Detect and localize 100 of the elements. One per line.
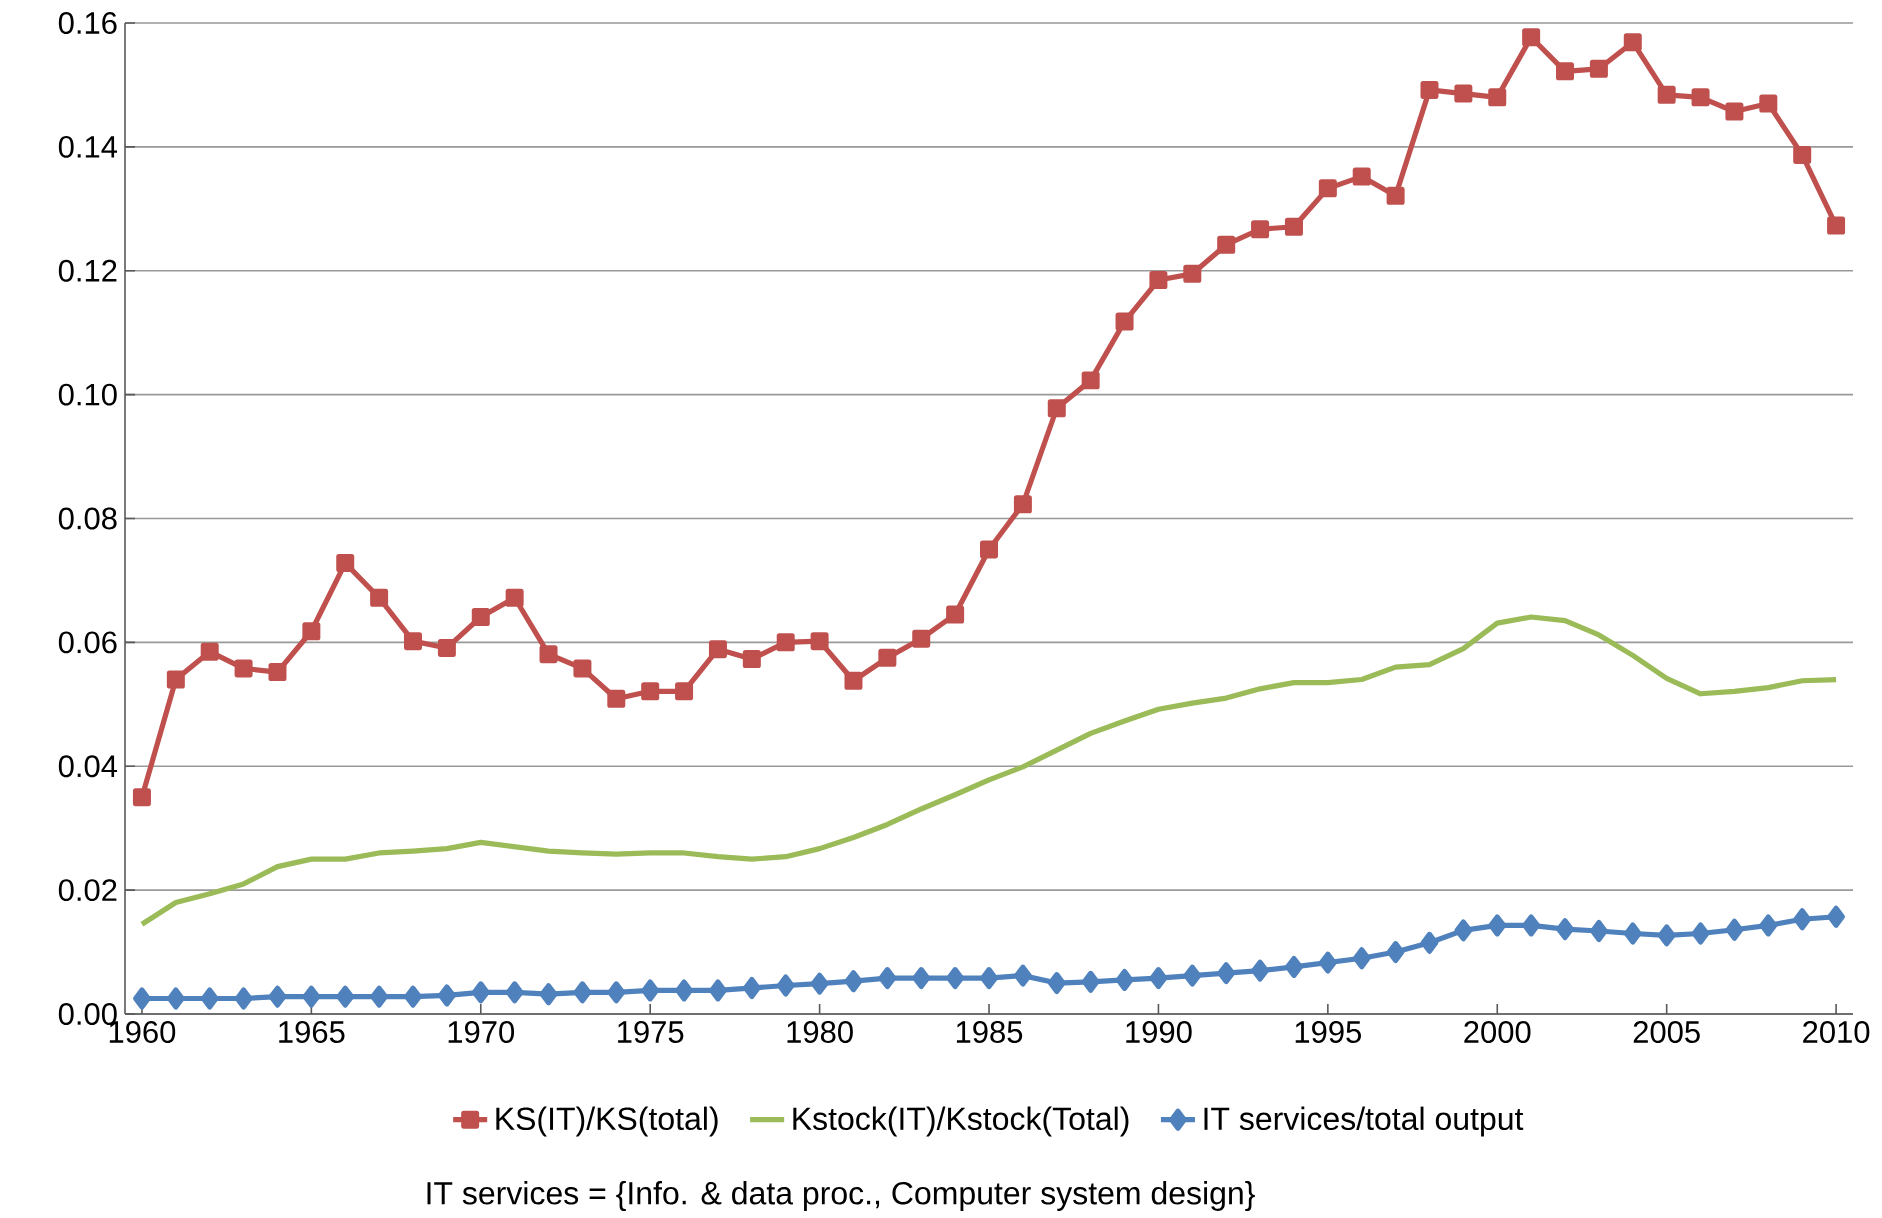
point xyxy=(1251,959,1269,982)
point xyxy=(1352,947,1371,970)
point xyxy=(1251,220,1270,239)
point xyxy=(336,554,355,573)
y-tick-label: 0.16 xyxy=(58,12,117,34)
point xyxy=(776,633,795,652)
point xyxy=(641,979,660,1002)
point xyxy=(1522,28,1541,47)
point xyxy=(980,967,998,990)
point xyxy=(742,650,761,669)
point xyxy=(1589,59,1608,78)
x-tick-label: 1975 xyxy=(618,1021,684,1043)
point xyxy=(234,659,253,678)
legend-label: Kstock(IT)/Kstock(Total) xyxy=(793,1106,1129,1137)
point xyxy=(946,967,965,990)
point xyxy=(1657,85,1676,104)
point xyxy=(607,981,626,1004)
point xyxy=(675,682,694,701)
point xyxy=(1691,922,1710,945)
point xyxy=(1047,399,1066,418)
point xyxy=(810,632,829,651)
point xyxy=(1115,968,1134,991)
point xyxy=(166,670,185,689)
point xyxy=(1488,914,1507,937)
point xyxy=(1454,919,1473,942)
point xyxy=(471,981,490,1004)
point xyxy=(1284,217,1303,236)
point xyxy=(268,663,287,682)
y-tick-label: 0.04 xyxy=(58,755,118,778)
legend-label: IT services/total output xyxy=(1204,1106,1524,1137)
point xyxy=(878,967,897,990)
text: IT services = {Info. & data proc., Computer system design} xyxy=(427,1181,1255,1211)
point xyxy=(912,629,931,648)
point xyxy=(1081,970,1100,993)
point xyxy=(1725,102,1744,121)
x-tick-label: 1995 xyxy=(1295,1021,1361,1043)
point xyxy=(200,987,219,1010)
point xyxy=(539,645,558,664)
point xyxy=(1454,84,1473,103)
point xyxy=(336,985,355,1008)
point xyxy=(1793,908,1812,931)
point xyxy=(234,987,253,1010)
point xyxy=(1793,145,1812,164)
point xyxy=(1318,179,1337,198)
point xyxy=(1115,312,1134,331)
point xyxy=(200,642,219,661)
point xyxy=(844,671,863,690)
point xyxy=(1623,33,1642,52)
point xyxy=(1081,371,1100,390)
point xyxy=(607,689,626,708)
y-tick-label: 0.12 xyxy=(58,259,117,282)
point xyxy=(1590,920,1608,943)
point xyxy=(166,987,185,1010)
point xyxy=(1285,955,1303,978)
x-tick-label: 1990 xyxy=(1126,1021,1192,1043)
point xyxy=(1217,962,1236,985)
x-tick-label: 1965 xyxy=(279,1021,345,1043)
point xyxy=(1623,922,1642,945)
y-tick-label: 0.02 xyxy=(58,879,117,902)
point xyxy=(1420,931,1439,954)
point xyxy=(1759,914,1778,937)
point xyxy=(471,607,490,626)
point xyxy=(709,979,727,1002)
point xyxy=(1183,964,1202,987)
point xyxy=(370,588,389,607)
x-tick-label: 2010 xyxy=(1803,1021,1870,1043)
point xyxy=(404,632,423,651)
point xyxy=(708,640,727,659)
point xyxy=(1318,951,1337,974)
y-tick-label: 0.08 xyxy=(58,507,117,530)
point xyxy=(1217,235,1236,254)
point xyxy=(505,588,524,607)
point xyxy=(1013,964,1032,987)
point xyxy=(505,981,524,1004)
point xyxy=(1013,495,1032,514)
point xyxy=(1386,941,1405,964)
y-tick-label: 0.10 xyxy=(58,383,117,406)
point xyxy=(1556,918,1574,941)
point xyxy=(776,974,795,997)
point xyxy=(437,638,456,657)
point xyxy=(1047,972,1066,995)
point xyxy=(1488,88,1507,107)
x-tick-label: 2000 xyxy=(1464,1021,1531,1043)
point xyxy=(1183,264,1202,283)
point xyxy=(675,979,693,1002)
point xyxy=(1657,924,1676,947)
point xyxy=(404,985,422,1008)
point xyxy=(742,976,761,999)
point xyxy=(1149,967,1168,990)
point xyxy=(810,972,829,995)
point xyxy=(302,622,321,641)
point xyxy=(641,682,660,701)
point xyxy=(1691,88,1710,107)
point xyxy=(1522,914,1541,937)
point xyxy=(946,605,965,624)
point xyxy=(132,788,151,807)
x-tick-label: 2005 xyxy=(1633,1021,1700,1043)
point xyxy=(1386,186,1405,205)
point xyxy=(1352,167,1371,186)
legend-label: KS(IT)/KS(total) xyxy=(496,1106,718,1137)
